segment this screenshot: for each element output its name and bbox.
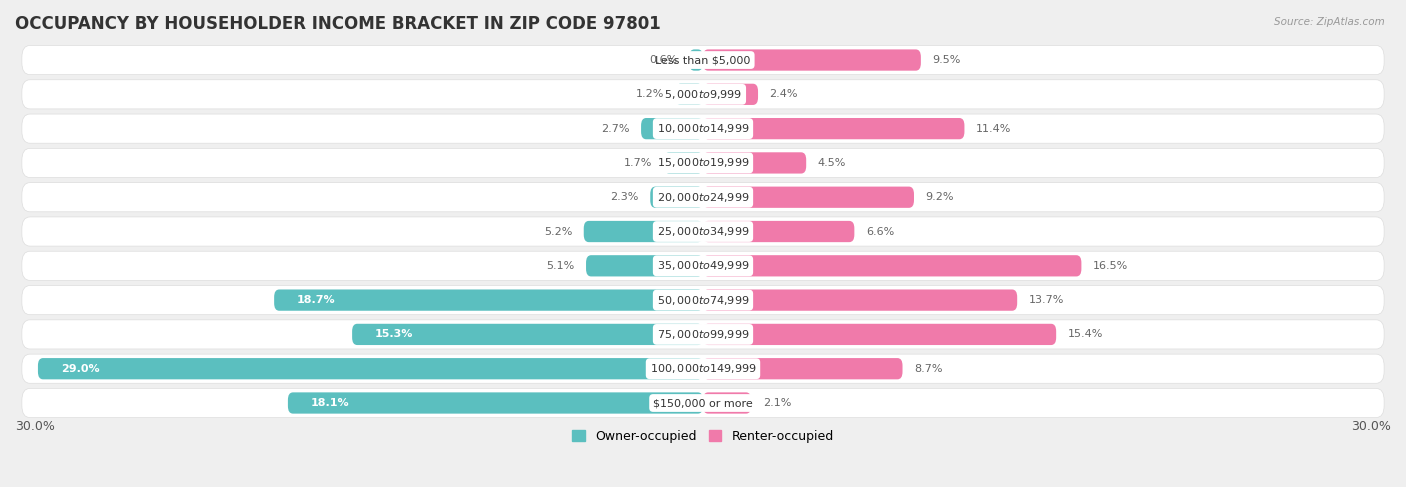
FancyBboxPatch shape	[352, 324, 703, 345]
FancyBboxPatch shape	[703, 118, 965, 139]
Text: 13.7%: 13.7%	[1029, 295, 1064, 305]
Text: $15,000 to $19,999: $15,000 to $19,999	[657, 156, 749, 169]
Text: 4.5%: 4.5%	[818, 158, 846, 168]
Text: $50,000 to $74,999: $50,000 to $74,999	[657, 294, 749, 307]
Text: $25,000 to $34,999: $25,000 to $34,999	[657, 225, 749, 238]
FancyBboxPatch shape	[22, 251, 1384, 281]
Text: 30.0%: 30.0%	[15, 420, 55, 433]
FancyBboxPatch shape	[38, 358, 703, 379]
Legend: Owner-occupied, Renter-occupied: Owner-occupied, Renter-occupied	[568, 425, 838, 448]
Text: $100,000 to $149,999: $100,000 to $149,999	[650, 362, 756, 375]
Text: 2.7%: 2.7%	[602, 124, 630, 133]
Text: Less than $5,000: Less than $5,000	[655, 55, 751, 65]
FancyBboxPatch shape	[583, 221, 703, 242]
FancyBboxPatch shape	[641, 118, 703, 139]
Text: 6.6%: 6.6%	[866, 226, 894, 237]
Text: 29.0%: 29.0%	[60, 364, 100, 374]
FancyBboxPatch shape	[22, 285, 1384, 315]
FancyBboxPatch shape	[703, 324, 1056, 345]
Text: Source: ZipAtlas.com: Source: ZipAtlas.com	[1274, 17, 1385, 27]
FancyBboxPatch shape	[22, 389, 1384, 417]
FancyBboxPatch shape	[22, 354, 1384, 383]
Text: 11.4%: 11.4%	[976, 124, 1011, 133]
FancyBboxPatch shape	[650, 187, 703, 208]
FancyBboxPatch shape	[22, 183, 1384, 212]
Text: $75,000 to $99,999: $75,000 to $99,999	[657, 328, 749, 341]
Text: 5.1%: 5.1%	[547, 261, 575, 271]
Text: OCCUPANCY BY HOUSEHOLDER INCOME BRACKET IN ZIP CODE 97801: OCCUPANCY BY HOUSEHOLDER INCOME BRACKET …	[15, 15, 661, 33]
Text: 2.3%: 2.3%	[610, 192, 638, 202]
Text: $20,000 to $24,999: $20,000 to $24,999	[657, 191, 749, 204]
FancyBboxPatch shape	[22, 149, 1384, 177]
Text: $10,000 to $14,999: $10,000 to $14,999	[657, 122, 749, 135]
Text: 9.2%: 9.2%	[925, 192, 953, 202]
FancyBboxPatch shape	[703, 49, 921, 71]
Text: 2.1%: 2.1%	[762, 398, 792, 408]
FancyBboxPatch shape	[586, 255, 703, 277]
Text: 2.4%: 2.4%	[769, 89, 799, 99]
FancyBboxPatch shape	[703, 358, 903, 379]
FancyBboxPatch shape	[675, 84, 703, 105]
Text: 1.2%: 1.2%	[636, 89, 664, 99]
Text: 5.2%: 5.2%	[544, 226, 572, 237]
Text: $35,000 to $49,999: $35,000 to $49,999	[657, 259, 749, 272]
FancyBboxPatch shape	[274, 289, 703, 311]
Text: 30.0%: 30.0%	[1351, 420, 1391, 433]
Text: 8.7%: 8.7%	[914, 364, 942, 374]
Text: 0.6%: 0.6%	[650, 55, 678, 65]
Text: $150,000 or more: $150,000 or more	[654, 398, 752, 408]
FancyBboxPatch shape	[22, 114, 1384, 143]
FancyBboxPatch shape	[22, 45, 1384, 75]
FancyBboxPatch shape	[22, 80, 1384, 109]
FancyBboxPatch shape	[703, 152, 806, 173]
Text: 1.7%: 1.7%	[624, 158, 652, 168]
FancyBboxPatch shape	[703, 393, 751, 413]
Text: $5,000 to $9,999: $5,000 to $9,999	[664, 88, 742, 101]
FancyBboxPatch shape	[664, 152, 703, 173]
FancyBboxPatch shape	[703, 187, 914, 208]
FancyBboxPatch shape	[703, 221, 855, 242]
FancyBboxPatch shape	[703, 255, 1081, 277]
FancyBboxPatch shape	[703, 289, 1017, 311]
FancyBboxPatch shape	[22, 217, 1384, 246]
Text: 15.3%: 15.3%	[375, 329, 413, 339]
Text: 9.5%: 9.5%	[932, 55, 960, 65]
FancyBboxPatch shape	[703, 84, 758, 105]
Text: 15.4%: 15.4%	[1067, 329, 1104, 339]
FancyBboxPatch shape	[689, 49, 703, 71]
Text: 18.7%: 18.7%	[297, 295, 336, 305]
FancyBboxPatch shape	[22, 320, 1384, 349]
FancyBboxPatch shape	[288, 393, 703, 413]
Text: 18.1%: 18.1%	[311, 398, 350, 408]
Text: 16.5%: 16.5%	[1092, 261, 1128, 271]
